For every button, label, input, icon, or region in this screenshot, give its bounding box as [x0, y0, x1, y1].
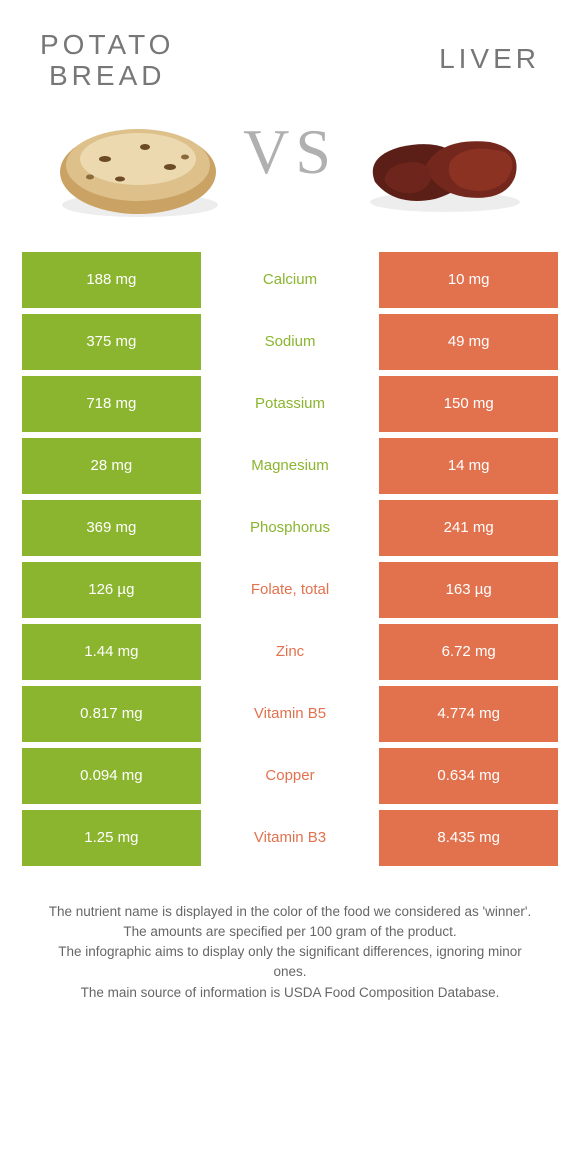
right-value: 49 mg — [379, 314, 558, 370]
nutrient-label: Magnesium — [201, 438, 380, 494]
left-value: 0.094 mg — [22, 748, 201, 804]
nutrient-table: 188 mgCalcium10 mg 375 mgSodium49 mg 718 m… — [0, 252, 580, 872]
right-value: 14 mg — [379, 438, 558, 494]
table-row: 188 mgCalcium10 mg — [22, 252, 558, 308]
right-value: 163 µg — [379, 562, 558, 618]
left-value: 1.25 mg — [22, 810, 201, 866]
right-value: 150 mg — [379, 376, 558, 432]
nutrient-label: Potassium — [201, 376, 380, 432]
food-title-right: LIVER — [439, 30, 540, 92]
left-value: 28 mg — [22, 438, 201, 494]
left-value: 375 mg — [22, 314, 201, 370]
table-row: 1.44 mgZinc6.72 mg — [22, 624, 558, 680]
table-row: 375 mgSodium49 mg — [22, 314, 558, 370]
right-value: 10 mg — [379, 252, 558, 308]
footer-line: The infographic aims to display only the… — [40, 942, 540, 983]
table-row: 0.094 mgCopper0.634 mg — [22, 748, 558, 804]
nutrient-label: Vitamin B5 — [201, 686, 380, 742]
left-value: 188 mg — [22, 252, 201, 308]
nutrient-label: Copper — [201, 748, 380, 804]
bread-icon — [47, 102, 227, 232]
left-value: 126 µg — [22, 562, 201, 618]
right-value: 241 mg — [379, 500, 558, 556]
footer-line: The nutrient name is displayed in the co… — [40, 902, 540, 922]
footer-line: The main source of information is USDA F… — [40, 983, 540, 1003]
liver-icon — [353, 102, 533, 232]
right-value: 0.634 mg — [379, 748, 558, 804]
table-row: 126 µgFolate, total163 µg — [22, 562, 558, 618]
table-row: 718 mgPotassium150 mg — [22, 376, 558, 432]
nutrient-label: Calcium — [201, 252, 380, 308]
table-row: 0.817 mgVitamin B54.774 mg — [22, 686, 558, 742]
nutrient-label: Vitamin B3 — [201, 810, 380, 866]
left-value: 1.44 mg — [22, 624, 201, 680]
right-value: 6.72 mg — [379, 624, 558, 680]
footer-notes: The nutrient name is displayed in the co… — [0, 872, 580, 1003]
nutrient-label: Zinc — [201, 624, 380, 680]
left-value: 718 mg — [22, 376, 201, 432]
table-row: 1.25 mgVitamin B38.435 mg — [22, 810, 558, 866]
vs-row: VS — [0, 102, 580, 252]
left-value: 369 mg — [22, 500, 201, 556]
nutrient-label: Sodium — [201, 314, 380, 370]
nutrient-label: Folate, total — [201, 562, 380, 618]
table-row: 28 mgMagnesium14 mg — [22, 438, 558, 494]
footer-line: The amounts are specified per 100 gram o… — [40, 922, 540, 942]
table-row: 369 mgPhosphorus241 mg — [22, 500, 558, 556]
right-value: 4.774 mg — [379, 686, 558, 742]
header: POTATO BREAD LIVER — [0, 0, 580, 102]
left-value: 0.817 mg — [22, 686, 201, 742]
right-value: 8.435 mg — [379, 810, 558, 866]
food-title-left: POTATO BREAD — [40, 30, 174, 92]
vs-label: VS — [237, 115, 343, 219]
nutrient-label: Phosphorus — [201, 500, 380, 556]
